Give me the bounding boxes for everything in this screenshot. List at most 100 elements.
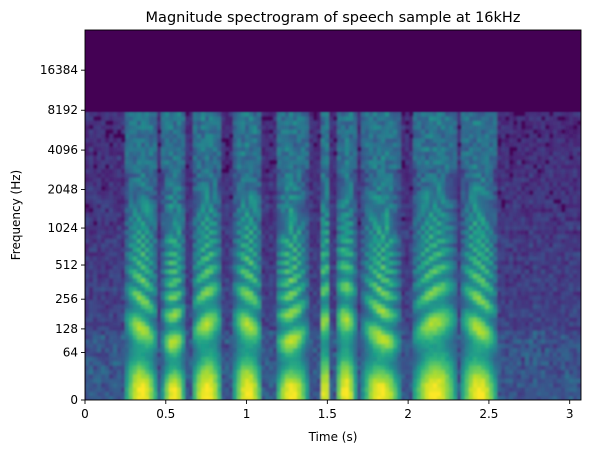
heatmap-cell: [305, 316, 310, 322]
heatmap-cell: [201, 365, 206, 371]
heatmap-cell: [229, 290, 234, 296]
heatmap-cell: [129, 347, 134, 353]
heatmap-cell: [141, 338, 146, 344]
heatmap-cell: [325, 334, 330, 340]
heatmap-cell: [301, 203, 306, 209]
heatmap-cell: [241, 286, 246, 292]
heatmap-cell: [373, 343, 378, 349]
heatmap-cell: [177, 334, 182, 340]
heatmap-cell: [341, 312, 346, 318]
heatmap-cell: [277, 330, 282, 336]
heatmap-cell: [297, 255, 302, 261]
heatmap-cell: [109, 146, 114, 152]
heatmap-cell: [301, 177, 306, 183]
heatmap-cell: [133, 295, 138, 301]
heatmap-cell: [205, 137, 210, 143]
heatmap-cell: [321, 168, 326, 174]
heatmap-cell: [197, 391, 202, 397]
heatmap-cell: [345, 220, 350, 226]
heatmap-cell: [301, 303, 306, 309]
heatmap-cell: [153, 325, 158, 331]
heatmap-cell: [137, 150, 142, 156]
heatmap-cell: [137, 321, 142, 327]
heatmap-cell: [189, 220, 194, 226]
heatmap-cell: [313, 159, 318, 165]
heatmap-cell: [161, 268, 166, 274]
heatmap-cell: [113, 338, 118, 344]
heatmap-cell: [281, 369, 286, 375]
heatmap-cell: [173, 207, 178, 213]
heatmap-cell: [209, 155, 214, 161]
heatmap-cell: [345, 356, 350, 362]
heatmap-cell: [145, 146, 150, 152]
heatmap-cell: [369, 255, 374, 261]
heatmap-cell: [377, 164, 382, 170]
heatmap-cell: [349, 351, 354, 357]
heatmap-cell: [285, 382, 290, 388]
heatmap-cell: [201, 290, 206, 296]
heatmap-cell: [329, 137, 334, 143]
heatmap-cell: [257, 356, 262, 362]
heatmap-cell: [261, 290, 266, 296]
heatmap-cell: [277, 290, 282, 296]
heatmap-cell: [97, 308, 102, 314]
heatmap-cell: [85, 325, 90, 331]
heatmap-cell: [117, 334, 122, 340]
heatmap-cell: [341, 133, 346, 139]
heatmap-cell: [89, 194, 94, 200]
heatmap-cell: [365, 356, 370, 362]
heatmap-cell: [273, 312, 278, 318]
heatmap-cell: [133, 290, 138, 296]
heatmap-cell: [273, 369, 278, 375]
heatmap-cell: [153, 395, 158, 400]
heatmap-cell: [241, 137, 246, 143]
heatmap-cell: [341, 351, 346, 357]
heatmap-cell: [353, 164, 358, 170]
heatmap-cell: [173, 395, 178, 400]
heatmap-cell: [309, 229, 314, 235]
heatmap-cell: [305, 203, 310, 209]
heatmap-cell: [305, 330, 310, 336]
heatmap-cell: [357, 216, 362, 222]
heatmap-cell: [93, 185, 98, 191]
heatmap-cell: [233, 286, 238, 292]
heatmap-cell: [177, 264, 182, 270]
heatmap-cell: [173, 312, 178, 318]
heatmap-cell: [297, 273, 302, 279]
heatmap-cell: [101, 373, 106, 379]
heatmap-cell: [189, 312, 194, 318]
heatmap-cell: [217, 137, 222, 143]
heatmap-cell: [189, 295, 194, 301]
heatmap-cell: [321, 194, 326, 200]
heatmap-cell: [137, 378, 142, 384]
heatmap-cell: [161, 220, 166, 226]
heatmap-cell: [321, 229, 326, 235]
heatmap-cell: [197, 225, 202, 231]
heatmap-cell: [257, 373, 262, 379]
heatmap-cell: [85, 338, 90, 344]
heatmap-cell: [377, 238, 382, 244]
heatmap-cell: [93, 299, 98, 305]
heatmap-cell: [85, 308, 90, 314]
heatmap-cell: [105, 146, 110, 152]
heatmap-cell: [237, 299, 242, 305]
heatmap-cell: [357, 378, 362, 384]
heatmap-cell: [133, 164, 138, 170]
heatmap-cell: [253, 347, 258, 353]
heatmap-cell: [225, 216, 230, 222]
heatmap-cell: [149, 247, 154, 253]
heatmap-cell: [361, 181, 366, 187]
heatmap-cell: [121, 111, 126, 117]
heatmap-cell: [197, 203, 202, 209]
heatmap-cell: [121, 233, 126, 239]
heatmap-cell: [365, 360, 370, 366]
heatmap-cell: [273, 247, 278, 253]
heatmap-cell: [181, 290, 186, 296]
heatmap-cell: [261, 142, 266, 148]
heatmap-cell: [333, 238, 338, 244]
heatmap-cell: [197, 308, 202, 314]
heatmap-cell: [125, 386, 130, 392]
heatmap-cell: [177, 172, 182, 178]
heatmap-cell: [237, 343, 242, 349]
heatmap-cell: [265, 190, 270, 196]
